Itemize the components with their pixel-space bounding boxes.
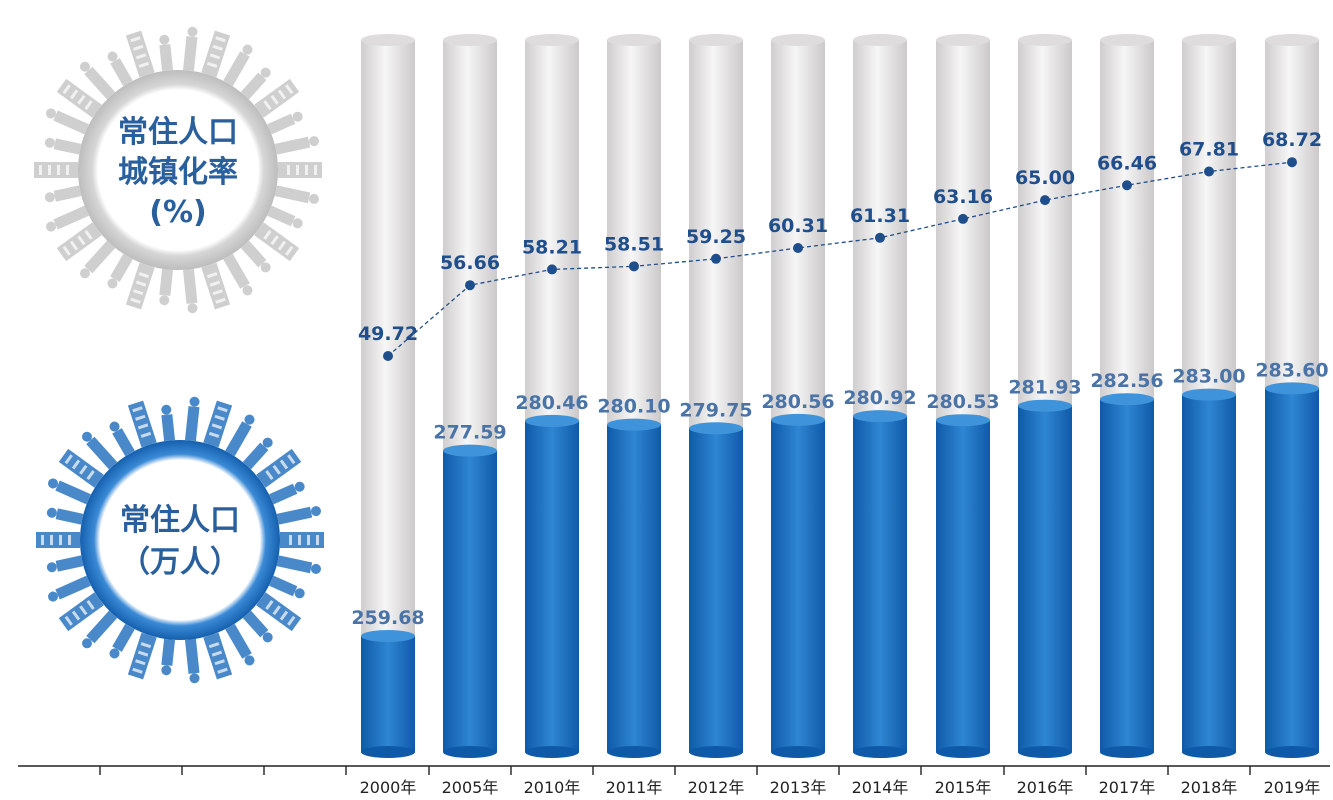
population-bar: [525, 414, 579, 758]
population-bars: [361, 382, 1319, 758]
population-bar-label: 280.56: [761, 391, 834, 413]
x-tick-label: 2010年: [524, 778, 581, 797]
population-bar: [1265, 382, 1319, 758]
rate-label: 59.25: [686, 226, 746, 248]
population-bar-label: 280.46: [515, 392, 588, 414]
population-bar: [1182, 388, 1236, 758]
rate-point: [383, 351, 393, 361]
population-bar: [443, 444, 497, 758]
population-bar-label: 281.93: [1008, 377, 1081, 399]
population-bar: [1018, 399, 1072, 758]
rate-point: [1122, 180, 1132, 191]
rate-label: 68.72: [1262, 129, 1322, 151]
rate-badge: 常住人口 城镇化率 (%): [34, 26, 322, 314]
population-bar-label: 283.00: [1172, 366, 1245, 388]
rate-label: 65.00: [1015, 167, 1075, 189]
population-bar: [771, 413, 825, 758]
rate-line-path: [387, 161, 1293, 357]
rate-label: 61.31: [850, 205, 910, 227]
rate-point: [1287, 157, 1297, 168]
population-bar-label: 282.56: [1090, 370, 1163, 392]
rate-badge-line1: 常住人口: [118, 115, 238, 150]
population-bar: [1100, 393, 1154, 758]
rate-label: 58.51: [604, 233, 664, 255]
rate-label: 63.16: [933, 186, 993, 208]
x-axis: 2000年 2005年 2010年 2011年 2012年 2013年 2014年 2015年…: [18, 765, 1330, 797]
x-tick-label: 2014年: [852, 778, 909, 797]
rate-label: 67.81: [1179, 138, 1239, 160]
urbanization-rate-labels: 49.72 56.66 58.21 58.51 59.25 60.31 61.31 63.16…: [358, 129, 1322, 345]
rate-badge-line2: 城镇化率: [118, 155, 238, 190]
population-bar-label: 283.60: [1255, 359, 1328, 381]
rate-point: [1204, 166, 1214, 177]
bar-backgrounds: [361, 34, 1319, 758]
rate-point: [958, 213, 968, 224]
population-bar-label: 280.10: [597, 396, 670, 418]
population-badge-line2: （万人）: [120, 545, 240, 580]
x-tick-label: 2016年: [1017, 778, 1074, 797]
population-bar-label: 277.59: [433, 422, 506, 444]
population-bar: [607, 418, 661, 758]
rate-point: [1040, 195, 1050, 206]
x-tick-label: 2012年: [688, 778, 745, 797]
population-bar: [689, 422, 743, 758]
population-bar-label: 279.75: [679, 399, 752, 421]
x-tick-label: 2015年: [935, 778, 992, 797]
rate-label: 60.31: [768, 215, 828, 237]
rate-point: [711, 253, 721, 264]
population-bar: [936, 414, 990, 758]
rate-badge-ring: [78, 70, 278, 270]
rate-badge-city-decoration: [34, 26, 322, 314]
x-tick-label: 2000年: [360, 778, 417, 797]
rate-label: 49.72: [358, 323, 418, 345]
x-axis-ticks: 2000年 2005年 2010年 2011年 2012年 2013年 2014年 2015年…: [99, 766, 1321, 797]
population-badge-ring: [80, 440, 280, 640]
population-bar-labels: 259.68 277.59 280.46 280.10 279.75 280.56 280.…: [351, 359, 1328, 629]
rate-point: [793, 242, 803, 253]
rate-point: [629, 261, 639, 272]
urbanization-rate-line: [383, 157, 1297, 361]
x-tick-label: 2013年: [770, 778, 827, 797]
rate-point: [547, 264, 557, 275]
rate-point: [875, 232, 885, 243]
rate-label: 66.46: [1097, 152, 1157, 174]
rate-label: 58.21: [522, 236, 582, 258]
rate-point: [465, 280, 475, 291]
x-tick-label: 2019年: [1264, 778, 1321, 797]
population-badge-city-decoration: [36, 396, 324, 684]
population-bar-label: 280.53: [926, 391, 999, 413]
population-bar: [853, 410, 907, 758]
rate-label: 56.66: [440, 252, 500, 274]
x-tick-label: 2018年: [1181, 778, 1238, 797]
x-tick-label: 2005年: [442, 778, 499, 797]
population-bar-label: 280.92: [843, 387, 916, 409]
population-bar: [361, 630, 415, 758]
x-tick-label: 2017年: [1099, 778, 1156, 797]
rate-badge-line3: (%): [149, 195, 206, 230]
population-bar-label: 259.68: [351, 607, 424, 629]
population-badge-line1: 常住人口: [120, 503, 240, 538]
population-badge: 常住人口 （万人）: [36, 396, 324, 684]
x-tick-label: 2011年: [606, 778, 663, 797]
